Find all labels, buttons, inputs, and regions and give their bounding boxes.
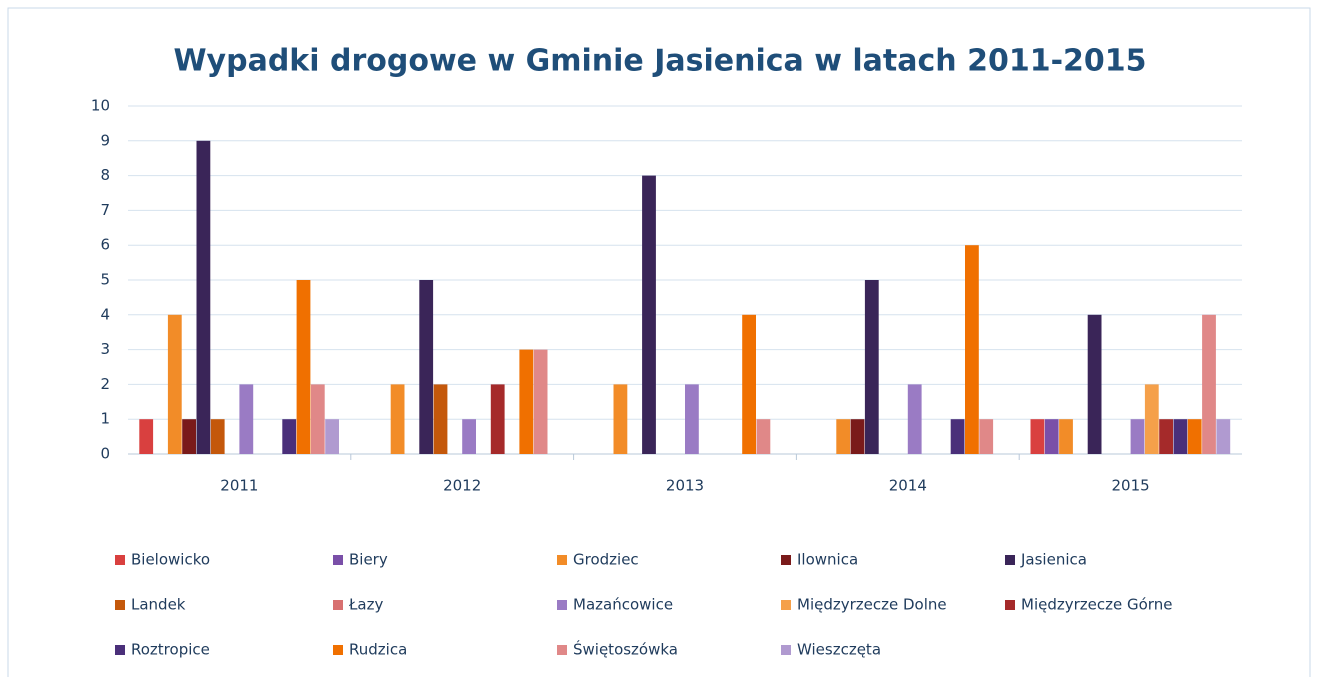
bar bbox=[490, 384, 505, 454]
y-tick-label: 9 bbox=[100, 131, 110, 149]
legend-swatch bbox=[557, 645, 567, 655]
legend-swatch bbox=[1005, 555, 1015, 565]
bar bbox=[1187, 419, 1202, 454]
legend-swatch bbox=[333, 555, 343, 565]
y-tick-label: 7 bbox=[100, 201, 110, 219]
bar bbox=[864, 280, 879, 454]
bar bbox=[462, 419, 476, 454]
bar bbox=[965, 245, 979, 454]
bar bbox=[685, 384, 699, 454]
legend-label: Rudzica bbox=[349, 641, 407, 659]
x-tick-label: 2012 bbox=[443, 477, 481, 495]
bar bbox=[1044, 419, 1059, 454]
legend-swatch bbox=[115, 645, 125, 655]
bar bbox=[210, 419, 225, 454]
y-tick-label: 3 bbox=[100, 340, 110, 358]
bar bbox=[742, 314, 756, 454]
x-tick-label: 2014 bbox=[889, 477, 927, 495]
bar bbox=[1144, 384, 1159, 454]
x-tick-label: 2015 bbox=[1112, 477, 1150, 495]
legend-swatch bbox=[115, 600, 125, 610]
bar bbox=[1159, 419, 1173, 454]
legend-label: Landek bbox=[131, 596, 186, 614]
legend-label: Bielowicko bbox=[131, 551, 210, 569]
bar bbox=[642, 175, 656, 454]
legend-swatch bbox=[115, 555, 125, 565]
bar bbox=[419, 280, 434, 454]
x-tick-label: 2013 bbox=[666, 477, 704, 495]
legend-label: Ilownica bbox=[797, 551, 858, 569]
legend-swatch bbox=[333, 645, 343, 655]
chart-title: Wypadki drogowe w Gminie Jasienica w lat… bbox=[173, 44, 1146, 79]
x-tick-label: 2011 bbox=[220, 477, 258, 495]
bar bbox=[1130, 419, 1145, 454]
bar bbox=[907, 384, 922, 454]
chart-border bbox=[7, 7, 1311, 677]
bar bbox=[433, 384, 448, 454]
bar bbox=[325, 419, 339, 454]
bar bbox=[519, 349, 534, 454]
bar bbox=[979, 419, 994, 454]
legend-label: Świętoszówka bbox=[573, 640, 678, 659]
bar bbox=[1030, 419, 1045, 454]
legend-label: Jasienica bbox=[1020, 551, 1087, 569]
y-tick-label: 10 bbox=[91, 97, 110, 115]
legend-swatch bbox=[333, 600, 343, 610]
bar bbox=[282, 419, 297, 454]
legend-swatch bbox=[781, 600, 791, 610]
bar bbox=[167, 314, 182, 454]
bar bbox=[1202, 314, 1216, 454]
bar bbox=[139, 419, 154, 454]
y-tick-label: 6 bbox=[100, 236, 110, 254]
bar bbox=[850, 419, 865, 454]
legend-swatch bbox=[557, 600, 567, 610]
bar bbox=[310, 384, 325, 454]
y-tick-label: 8 bbox=[100, 166, 110, 184]
legend-label: Biery bbox=[349, 551, 388, 569]
legend-label: Mazańcowice bbox=[573, 596, 673, 614]
bar bbox=[390, 384, 405, 454]
legend-label: Wieszczęta bbox=[797, 641, 881, 659]
bar bbox=[239, 384, 254, 454]
legend-swatch bbox=[781, 645, 791, 655]
bar bbox=[613, 384, 628, 454]
bar bbox=[182, 419, 196, 454]
bar bbox=[950, 419, 965, 454]
y-tick-label: 0 bbox=[100, 445, 110, 463]
bar bbox=[836, 419, 851, 454]
legend-swatch bbox=[781, 555, 791, 565]
bar bbox=[1059, 419, 1073, 454]
legend-label: Międzyrzecze Dolne bbox=[797, 596, 947, 614]
legend-swatch bbox=[557, 555, 567, 565]
bar bbox=[1087, 314, 1102, 454]
y-tick-label: 2 bbox=[100, 375, 110, 393]
legend-label: Grodziec bbox=[573, 551, 639, 569]
y-tick-label: 5 bbox=[100, 271, 110, 289]
legend-label: Roztropice bbox=[131, 641, 210, 659]
bar bbox=[533, 349, 548, 454]
legend-swatch bbox=[1005, 600, 1015, 610]
legend-label: Międzyrzecze Górne bbox=[1021, 596, 1172, 614]
bar bbox=[196, 140, 211, 455]
y-tick-label: 1 bbox=[100, 410, 110, 428]
bar bbox=[296, 280, 311, 454]
bar bbox=[1173, 419, 1188, 454]
legend-label: Łazy bbox=[348, 596, 383, 614]
bar bbox=[756, 419, 771, 454]
bar bbox=[1216, 419, 1231, 454]
y-tick-label: 4 bbox=[100, 305, 110, 323]
